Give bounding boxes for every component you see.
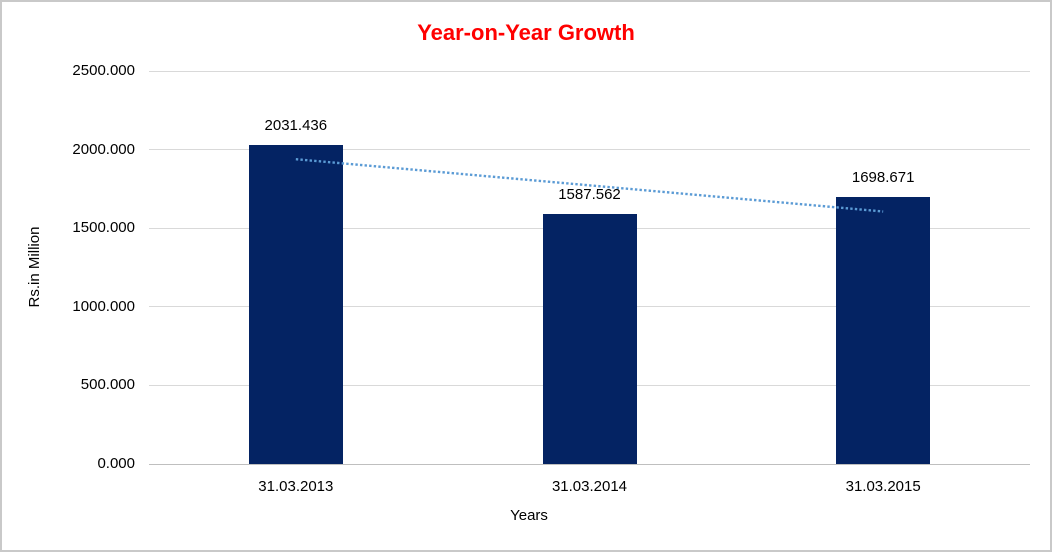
y-axis-tick-label: 1500.000 <box>72 219 135 237</box>
y-gridline <box>149 149 1030 151</box>
y-axis-tick-label: 0.000 <box>97 455 135 472</box>
x-axis-title: Years <box>510 507 548 524</box>
y-axis-tick-label: 2500.000 <box>72 62 135 79</box>
bar-value-label: 1587.562 <box>558 186 621 204</box>
bar <box>836 196 931 464</box>
y-gridline <box>149 70 1030 72</box>
bar <box>542 214 637 464</box>
bar <box>248 144 343 464</box>
y-axis-tick-label: 500.000 <box>80 376 135 394</box>
x-axis-tick-label: 31.03.2013 <box>258 478 334 495</box>
chart-title: Year-on-Year Growth <box>417 20 635 45</box>
bar-value-label: 1698.671 <box>851 168 915 186</box>
y-axis-tick-label: 2000.000 <box>72 140 135 158</box>
y-axis-tick-label: 1000.000 <box>72 297 135 315</box>
x-axis-tick-label: 31.03.2015 <box>845 478 921 495</box>
bar-value-label: 2031.436 <box>264 116 328 134</box>
x-axis-line <box>149 463 1030 465</box>
x-axis-tick-label: 31.03.2014 <box>551 478 628 495</box>
